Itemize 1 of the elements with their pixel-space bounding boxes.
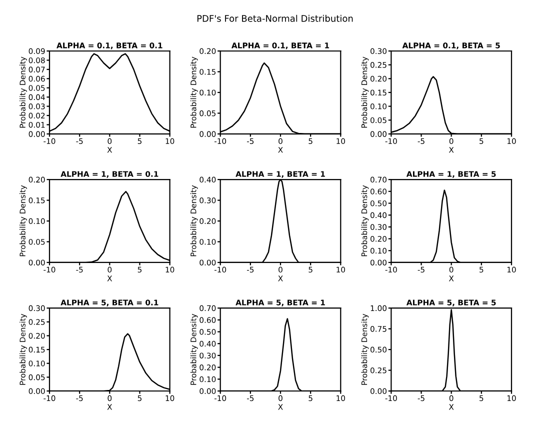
text: PDF's For Beta-Normal Distribution: [197, 14, 353, 22]
